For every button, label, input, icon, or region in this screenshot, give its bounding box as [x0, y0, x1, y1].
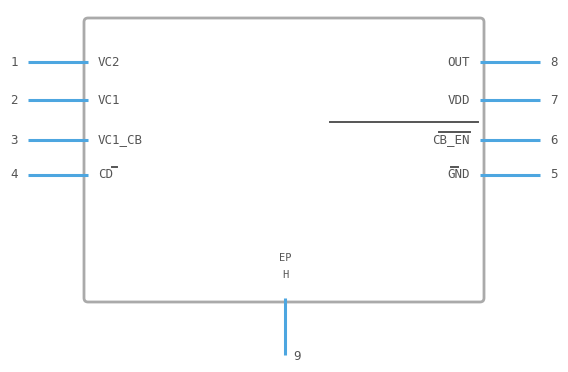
- Text: VC2: VC2: [98, 55, 120, 68]
- Text: 4: 4: [10, 169, 18, 182]
- Text: VC1: VC1: [98, 93, 120, 106]
- Text: 8: 8: [550, 55, 558, 68]
- Text: 2: 2: [10, 93, 18, 106]
- Text: 1: 1: [10, 55, 18, 68]
- Text: CB_EN: CB_EN: [432, 134, 470, 147]
- Text: EP: EP: [279, 253, 291, 263]
- Text: 6: 6: [550, 134, 558, 147]
- Text: CD: CD: [98, 169, 113, 182]
- Text: VC1_CB: VC1_CB: [98, 134, 143, 147]
- FancyBboxPatch shape: [84, 18, 484, 302]
- Text: H: H: [282, 270, 288, 280]
- Text: GND: GND: [448, 169, 470, 182]
- Text: VDD: VDD: [448, 93, 470, 106]
- Text: 3: 3: [10, 134, 18, 147]
- Text: 5: 5: [550, 169, 558, 182]
- Text: 7: 7: [550, 93, 558, 106]
- Text: OUT: OUT: [448, 55, 470, 68]
- Text: 9: 9: [293, 350, 300, 363]
